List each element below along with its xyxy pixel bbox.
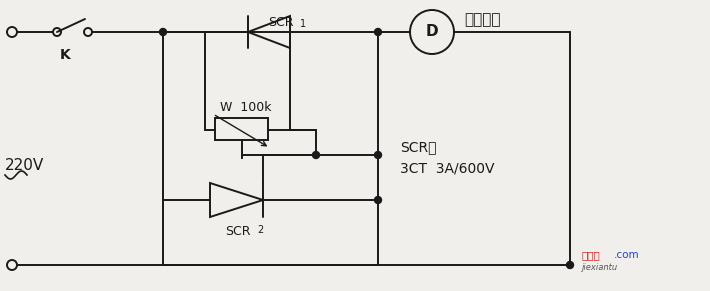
Text: D: D (426, 24, 438, 40)
Text: W  100k: W 100k (220, 101, 271, 114)
Circle shape (374, 152, 381, 159)
Text: 风扇马达: 风扇马达 (464, 12, 501, 27)
Bar (215, 118, 268, 140)
Text: K: K (60, 48, 70, 62)
Circle shape (567, 262, 574, 269)
Text: 220V: 220V (5, 157, 44, 173)
Text: jiexiantu: jiexiantu (582, 263, 618, 272)
Circle shape (374, 196, 381, 203)
Circle shape (312, 152, 320, 159)
Circle shape (160, 29, 167, 36)
Text: .com: .com (614, 250, 640, 260)
Text: 2: 2 (257, 225, 263, 235)
Text: 接线图: 接线图 (582, 250, 601, 260)
Text: SCR：: SCR： (400, 140, 437, 154)
Text: SCR: SCR (225, 225, 251, 238)
Text: 1: 1 (300, 19, 306, 29)
Text: 3CT  3A/600V: 3CT 3A/600V (400, 162, 494, 176)
Text: SCR: SCR (268, 16, 293, 29)
Circle shape (374, 29, 381, 36)
